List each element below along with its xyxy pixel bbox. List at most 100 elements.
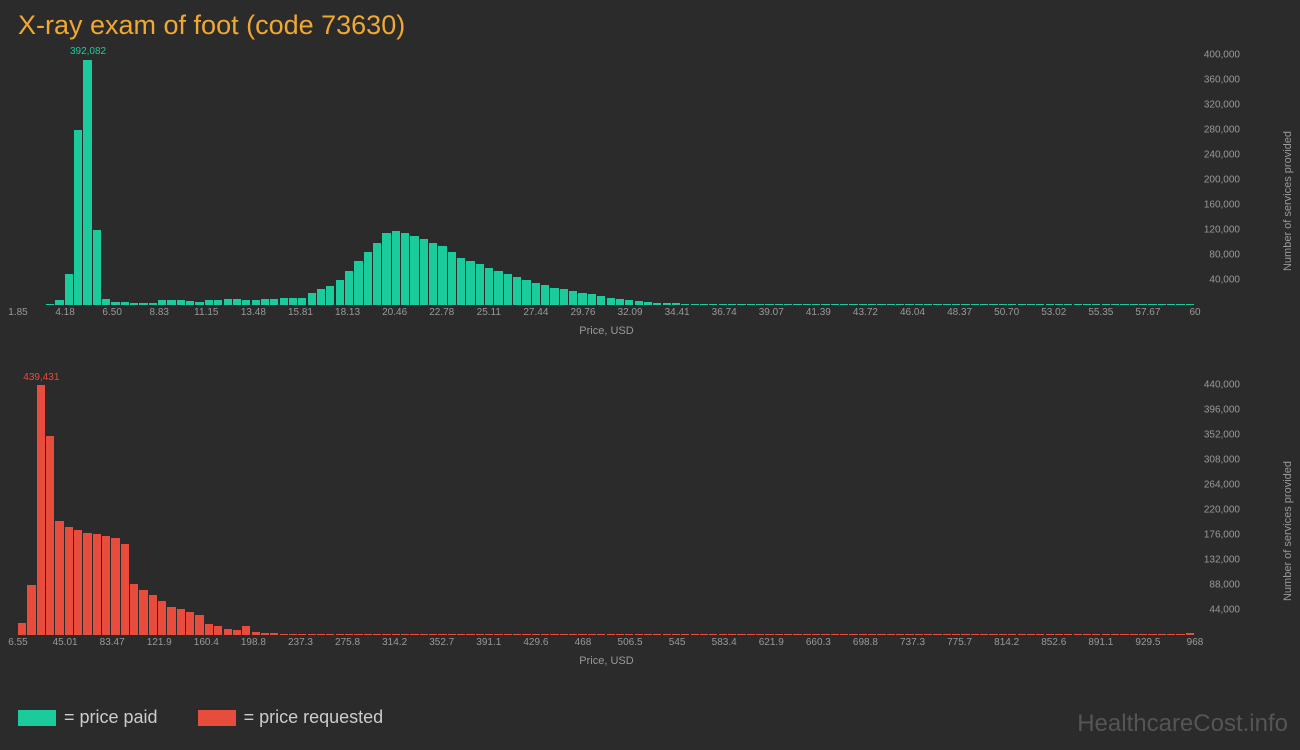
histogram-bar [392, 634, 400, 635]
histogram-bar [868, 304, 876, 305]
histogram-bar [522, 634, 530, 635]
histogram-bar [345, 634, 353, 635]
histogram-bar [1186, 633, 1194, 635]
x-tick-label: 737.3 [900, 637, 925, 648]
histogram-bar [130, 584, 138, 635]
histogram-bar [93, 230, 101, 305]
histogram-bar [513, 277, 521, 305]
histogram-bar [989, 304, 997, 305]
histogram-bar [952, 634, 960, 635]
histogram-bar [681, 304, 689, 305]
x-tick-label: 314.2 [382, 637, 407, 648]
legend-item: = price requested [198, 707, 384, 728]
histogram-bar [1064, 634, 1072, 635]
histogram-bar [1018, 304, 1026, 305]
histogram-bar [1092, 304, 1100, 305]
histogram-bar [775, 304, 783, 305]
histogram-bar [1083, 304, 1091, 305]
histogram-bar [877, 634, 885, 635]
histogram-bar [821, 634, 829, 635]
x-tick-label: 6.50 [102, 307, 121, 318]
legend-swatch [198, 710, 236, 726]
histogram-bar [541, 634, 549, 635]
histogram-bar [494, 634, 502, 635]
histogram-bar [298, 298, 306, 306]
histogram-bar [1111, 304, 1119, 305]
histogram-bar [1158, 634, 1166, 635]
histogram-bar [578, 293, 586, 306]
histogram-bar [607, 298, 615, 306]
histogram-bar [326, 286, 334, 305]
histogram-bar [466, 634, 474, 635]
y-tick-label: 80,000 [1209, 250, 1240, 261]
histogram-bar [849, 304, 857, 305]
histogram-bar [438, 634, 446, 635]
x-tick-label: 1.85 [8, 307, 27, 318]
histogram-bar [252, 300, 260, 305]
histogram-bar [1176, 304, 1184, 305]
histogram-bar [102, 536, 110, 635]
x-tick-label: 391.1 [476, 637, 501, 648]
histogram-bar [149, 303, 157, 306]
y-tick-label: 308,000 [1204, 455, 1240, 466]
x-tick-label: 46.04 [900, 307, 925, 318]
x-tick-label: 660.3 [806, 637, 831, 648]
x-tick-label: 237.3 [288, 637, 313, 648]
histogram-bar [896, 634, 904, 635]
histogram-bar [83, 533, 91, 635]
histogram-bar [1158, 304, 1166, 305]
x-tick-label: 15.81 [288, 307, 313, 318]
x-tick-label: 57.67 [1135, 307, 1160, 318]
histogram-bar [1186, 304, 1194, 305]
histogram-bar [233, 630, 241, 635]
histogram-bar [336, 634, 344, 635]
histogram-bar [93, 534, 101, 635]
x-tick-label: 4.18 [55, 307, 74, 318]
histogram-bar [382, 634, 390, 635]
histogram-bar [747, 304, 755, 305]
histogram-bar [410, 634, 418, 635]
y-axis-label: Number of services provided [1282, 131, 1294, 271]
histogram-bar [709, 634, 717, 635]
histogram-bar [186, 301, 194, 305]
histogram-bar [644, 302, 652, 305]
histogram-bar [560, 289, 568, 305]
y-tick-label: 220,000 [1204, 505, 1240, 516]
histogram-bar [550, 634, 558, 635]
x-tick-label: 34.41 [665, 307, 690, 318]
histogram-bar [195, 302, 203, 305]
histogram-bar [812, 634, 820, 635]
y-tick-label: 264,000 [1204, 480, 1240, 491]
histogram-bar [429, 634, 437, 635]
histogram-bar [616, 299, 624, 305]
chart-title: X-ray exam of foot (code 73630) [18, 10, 405, 41]
x-tick-label: 29.76 [570, 307, 595, 318]
y-tick-label: 40,000 [1209, 275, 1240, 286]
histogram-bar [569, 634, 577, 635]
histogram-bar [971, 304, 979, 305]
x-tick-label: 929.5 [1135, 637, 1160, 648]
histogram-bar [1167, 304, 1175, 305]
histogram-bar [410, 236, 418, 305]
histogram-bar [532, 283, 540, 305]
histogram-bar [494, 271, 502, 305]
histogram-bar [74, 530, 82, 635]
legend-swatch [18, 710, 56, 726]
histogram-bar [1074, 634, 1082, 635]
histogram-bar [289, 634, 297, 635]
histogram-bar [756, 304, 764, 305]
x-tick-label: 13.48 [241, 307, 266, 318]
histogram-bar [821, 304, 829, 305]
histogram-bar [1148, 304, 1156, 305]
histogram-bar [186, 612, 194, 635]
y-tick-label: 44,000 [1209, 605, 1240, 616]
histogram-bar [616, 634, 624, 635]
histogram-bar [980, 304, 988, 305]
histogram-bar [1008, 304, 1016, 305]
histogram-bar [177, 300, 185, 305]
histogram-bar [728, 304, 736, 305]
histogram-bar [653, 303, 661, 306]
histogram-bar [1130, 634, 1138, 635]
histogram-bar [924, 634, 932, 635]
histogram-bar [971, 634, 979, 635]
